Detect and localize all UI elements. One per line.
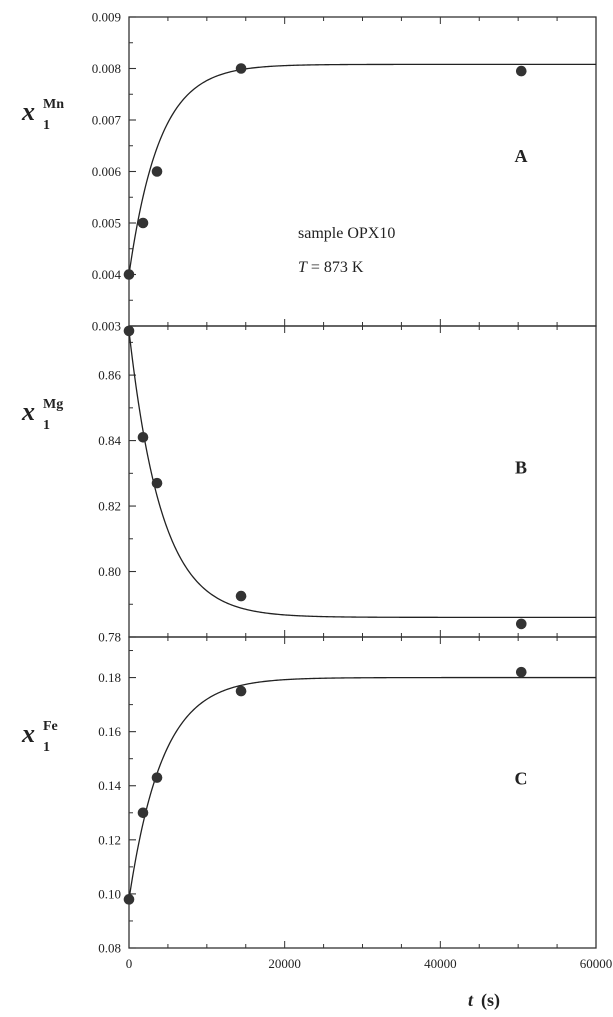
y-tick-label: 0.005	[92, 216, 121, 231]
shared-x-axis: 0 20000 40000 60000 t (s)	[126, 956, 613, 1011]
data-point	[515, 666, 527, 678]
x-tick-label: 60000	[580, 956, 613, 971]
y-tick-label: 0.12	[98, 832, 121, 847]
x-tick-label: 0	[126, 956, 133, 971]
fit-curve	[128, 330, 596, 619]
data-point	[137, 217, 149, 229]
x-axis-label: t (s)	[468, 990, 500, 1011]
y-tick-label: 0.86	[98, 368, 121, 383]
panel-a: 0.003 0.004 0.005 0.006 0.007 0.008 0.009 Ax Mn 1…	[21, 10, 597, 334]
data-point	[137, 432, 149, 443]
data-point	[515, 618, 527, 630]
data-point	[123, 325, 135, 337]
y-tick-label: 0.16	[98, 724, 121, 739]
y-tick-label: 0.004	[92, 267, 122, 282]
y-axis-label-subscript: 1	[43, 118, 50, 133]
annotation-temperature: T = 873 K	[298, 259, 364, 276]
panel-letter: B	[515, 458, 527, 478]
data-point	[235, 63, 247, 74]
y-axis-label-subscript: 1	[43, 740, 50, 755]
y-axis-label-superscript: Fe	[43, 719, 58, 734]
y-tick-label: 0.006	[92, 164, 122, 179]
chart-panels: 0.003 0.004 0.005 0.006 0.007 0.008 0.009 Ax Mn 1…	[21, 10, 597, 956]
x-tick-label: 40000	[424, 956, 457, 971]
y-axis-label-subscript: 1	[43, 418, 50, 433]
panel-frame	[128, 636, 597, 949]
y-tick-label: 0.003	[92, 319, 121, 334]
y-axis-label: x	[21, 97, 35, 126]
data-point	[235, 590, 247, 602]
y-tick-label: 0.008	[92, 61, 121, 76]
data-point	[137, 807, 149, 819]
y-axis-label-superscript: Mn	[43, 97, 64, 112]
y-tick-label: 0.84	[98, 433, 121, 448]
data-point	[235, 685, 247, 697]
y-tick-label: 0.007	[92, 113, 122, 128]
data-point	[515, 65, 527, 77]
fit-curve	[128, 63, 596, 275]
panel-frame	[128, 325, 597, 638]
fit-curve	[128, 676, 596, 900]
data-point	[151, 166, 163, 177]
data-point	[151, 772, 163, 783]
y-tick-label: 0.80	[98, 564, 121, 579]
data-point	[123, 894, 135, 905]
data-point	[123, 269, 135, 280]
panel-letter: A	[515, 146, 528, 166]
panel-letter: C	[515, 769, 528, 789]
data-point	[151, 477, 163, 489]
y-tick-label: 0.10	[98, 886, 121, 901]
y-tick-label: 0.78	[98, 630, 121, 645]
y-tick-label: 0.14	[98, 778, 121, 793]
y-axis-label: x	[21, 397, 35, 426]
y-tick-label: 0.08	[98, 941, 121, 956]
panel-c: 0.08 0.10 0.12 0.14 0.16 0.18 Cx Fe 1	[21, 636, 597, 956]
y-tick-label: 0.18	[98, 670, 121, 685]
y-axis-label: x	[21, 719, 35, 748]
annotation-sample: sample OPX10	[298, 225, 395, 242]
y-tick-label: 0.009	[92, 10, 121, 25]
x-tick-label: 20000	[268, 956, 301, 971]
panel-frame	[128, 16, 597, 327]
y-axis-label-superscript: Mg	[43, 397, 63, 412]
panel-b: 0.78 0.80 0.82 0.84 0.86 Bx Mg 1	[21, 325, 597, 645]
y-tick-label: 0.82	[98, 499, 121, 514]
